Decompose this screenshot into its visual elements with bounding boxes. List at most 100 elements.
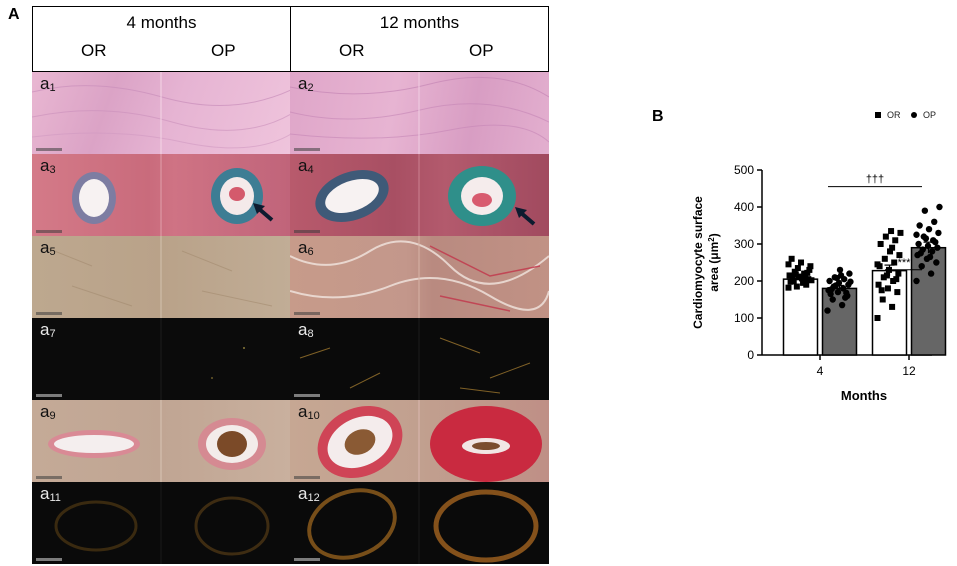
- chart-bars: [782, 241, 947, 356]
- tile-label: a8: [298, 320, 314, 340]
- header-sub-or: OR: [81, 41, 107, 60]
- data-point-or: [881, 255, 888, 262]
- y-tick-label: 100: [734, 311, 754, 325]
- micrograph-a5: a5: [32, 236, 291, 318]
- y-tick-label: 400: [734, 200, 754, 214]
- data-point-or: [874, 315, 881, 321]
- data-point-op: [824, 307, 831, 314]
- data-point-or: [807, 263, 814, 270]
- micrograph-a1: a1: [32, 72, 291, 154]
- tile-label: a12: [298, 484, 320, 504]
- data-point-or: [799, 275, 806, 282]
- data-point-or: [785, 284, 792, 291]
- micrograph-a2: a2: [290, 72, 549, 154]
- data-point-or: [794, 265, 801, 272]
- scale-bar: [36, 148, 62, 151]
- data-point-op: [913, 231, 920, 238]
- data-point-op: [834, 288, 842, 296]
- bar-op-4: [821, 287, 858, 356]
- data-point-op: [843, 289, 850, 297]
- data-point-or: [896, 252, 903, 259]
- scale-bar: [294, 230, 320, 233]
- data-point-or: [887, 248, 894, 255]
- data-point-or: [802, 275, 809, 282]
- significance-annotations: ††† ***: [828, 174, 922, 271]
- micrograph-a3: a3: [32, 154, 291, 236]
- micrograph-a10: a10: [290, 400, 549, 482]
- data-point-op: [915, 240, 922, 248]
- tile-label: a10: [298, 402, 320, 422]
- data-point-or: [803, 281, 810, 288]
- chart-points: [785, 203, 943, 321]
- data-point-op: [932, 238, 939, 246]
- scale-bar: [36, 394, 62, 397]
- data-point-op: [917, 250, 924, 257]
- tile-label: a7: [40, 320, 56, 340]
- data-point-op: [936, 203, 943, 211]
- data-point-op: [928, 248, 936, 255]
- tile-label: a6: [298, 238, 314, 258]
- micrograph-a9: a9: [32, 400, 291, 482]
- tile-label: a9: [40, 402, 56, 422]
- data-point-or: [895, 270, 902, 277]
- data-point-op: [826, 277, 833, 285]
- scale-bar: [294, 476, 320, 479]
- header-title: 12 months: [379, 13, 460, 32]
- data-point-op: [921, 207, 929, 214]
- data-point-or: [793, 283, 800, 290]
- tile-label: a11: [40, 484, 61, 504]
- data-point-op: [931, 218, 938, 225]
- data-point-or: [890, 278, 897, 284]
- data-point-op: [925, 226, 933, 233]
- tile-label: a1: [40, 74, 56, 94]
- scale-bar: [294, 312, 320, 315]
- data-point-or: [808, 277, 815, 284]
- scale-bar: [294, 558, 320, 561]
- data-point-op: [827, 290, 834, 298]
- data-point-or: [877, 241, 884, 247]
- data-point-or: [882, 233, 889, 240]
- header-sub-or: OR: [339, 41, 365, 60]
- tile-label: a5: [40, 238, 56, 258]
- y-axis-label: area (μm2): [707, 233, 722, 292]
- data-point-or: [883, 272, 890, 279]
- y-tick-label: 500: [734, 163, 754, 177]
- data-point-or: [894, 289, 901, 296]
- header-12-months: 12 months OR OP: [290, 6, 549, 72]
- tile-label: a2: [298, 74, 314, 94]
- sig-label-across: †††: [866, 174, 884, 186]
- data-point-or: [788, 255, 795, 262]
- data-point-or: [805, 276, 812, 283]
- bar-or-4: [782, 278, 819, 356]
- data-point-or: [785, 261, 792, 268]
- scale-bar: [294, 148, 320, 151]
- data-point-op: [839, 285, 847, 292]
- data-point-or: [804, 269, 811, 276]
- data-point-op: [916, 222, 923, 229]
- panel-a-letter: A: [8, 6, 20, 23]
- data-point-op: [836, 266, 844, 274]
- scale-bar: [36, 312, 62, 315]
- data-point-or: [792, 271, 799, 278]
- header-title: 4 months: [126, 13, 197, 32]
- panel-b-letter: B: [652, 108, 664, 125]
- micrograph-a11: a11: [32, 482, 291, 564]
- data-point-op: [927, 270, 935, 277]
- data-point-or: [893, 276, 900, 283]
- data-point-op: [828, 285, 835, 293]
- data-point-op: [924, 242, 932, 250]
- legend-or: OR: [875, 110, 901, 120]
- data-point-op: [833, 274, 841, 282]
- y-tick-label: 300: [734, 237, 754, 251]
- data-point-op: [832, 282, 840, 289]
- data-point-or: [879, 296, 886, 303]
- data-point-op: [935, 229, 942, 237]
- data-point-or: [800, 279, 807, 286]
- data-point-or: [884, 285, 891, 292]
- data-point-or: [891, 259, 898, 266]
- data-point-op: [913, 277, 920, 285]
- tile-label: a4: [298, 156, 314, 176]
- data-point-or: [880, 274, 887, 281]
- square-marker-icon: [875, 112, 881, 118]
- data-point-or: [798, 259, 805, 266]
